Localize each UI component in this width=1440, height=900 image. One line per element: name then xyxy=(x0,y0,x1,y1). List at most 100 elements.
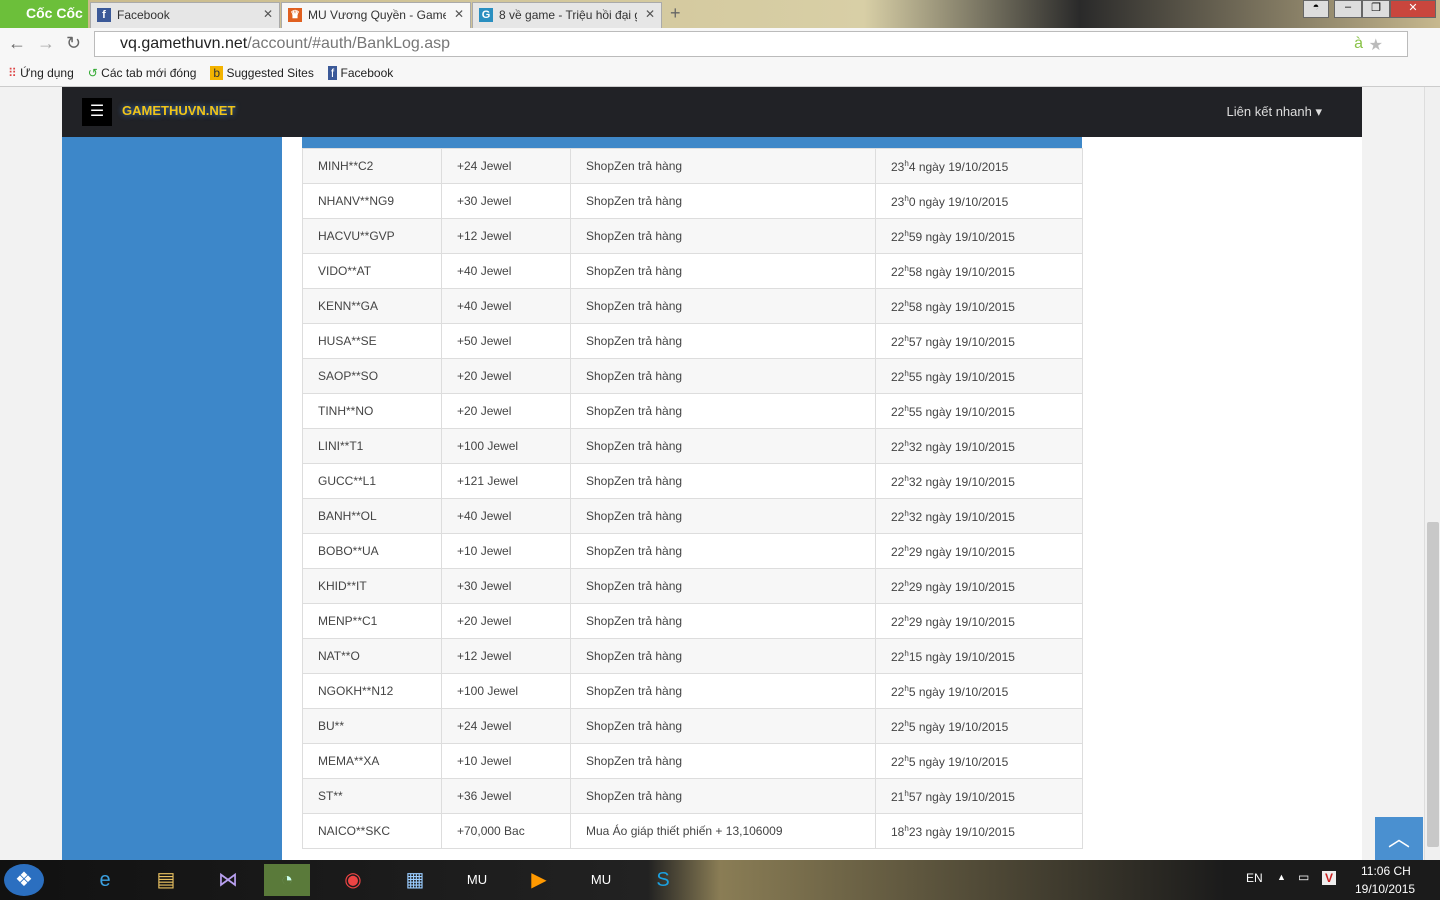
back-to-top-button[interactable]: ︿ xyxy=(1375,817,1423,860)
quick-links-label: Liên kết nhanh xyxy=(1226,104,1312,119)
network-icon[interactable]: ▭ xyxy=(1298,870,1310,884)
explorer-icon[interactable]: ▤ xyxy=(156,869,176,891)
new-tab-button[interactable]: + xyxy=(670,3,681,23)
crown-icon: ♛ xyxy=(288,8,302,22)
coccoc-taskbar-icon[interactable]: ◔ xyxy=(264,864,310,896)
username-cell: MINH**C2 xyxy=(302,148,442,184)
username-cell: BU** xyxy=(302,708,442,744)
calculator-icon[interactable]: ▦ xyxy=(405,869,425,891)
date-prefix: ngày xyxy=(915,194,949,209)
maximize-button[interactable]: ❐ xyxy=(1362,0,1390,18)
minute: 15 xyxy=(908,649,923,664)
amount-cell: +10 Jewel xyxy=(441,533,571,569)
vs-icon[interactable]: ⋈ xyxy=(218,869,238,891)
chrome-icon[interactable]: ◉ xyxy=(344,869,362,891)
tab-game[interactable]: G 8 về game - Triệu hồi đại g ✕ xyxy=(472,2,662,28)
date: 19/10/2015 xyxy=(954,614,1015,629)
language-indicator[interactable]: EN xyxy=(1246,871,1263,885)
bookmark-apps[interactable]: ⠿ Ứng dụng xyxy=(8,66,74,80)
table-row: MENP**C1 +20 Jewel ShopZen trả hàng 22h29 n… xyxy=(302,603,1083,639)
amount-cell: +40 Jewel xyxy=(441,253,571,289)
minute: 23 xyxy=(908,824,923,839)
date: 19/10/2015 xyxy=(948,684,1009,699)
minute: 29 xyxy=(908,614,923,629)
time-cell: 22h55 ngày 19/10/2015 xyxy=(875,358,1083,394)
hour: 22 xyxy=(891,229,905,244)
user-icon[interactable]: ◓ xyxy=(1303,0,1329,18)
date: 19/10/2015 xyxy=(954,439,1015,454)
minimize-button[interactable]: – xyxy=(1334,0,1362,18)
star-icon[interactable]: ★ xyxy=(1368,37,1383,54)
amount-cell: +30 Jewel xyxy=(441,568,571,604)
table-row: TINH**NO +20 Jewel ShopZen trả hàng 22h55 n… xyxy=(302,393,1083,429)
reload-icon[interactable]: ↻ xyxy=(66,33,82,53)
skype-icon[interactable]: S xyxy=(656,869,670,891)
amount-cell: +30 Jewel xyxy=(441,183,571,219)
minute: 29 xyxy=(908,579,923,594)
date: 19/10/2015 xyxy=(948,194,1009,209)
hour-suffix: h xyxy=(904,543,909,553)
hour-suffix: h xyxy=(904,753,909,763)
clock-date[interactable]: 19/10/2015 xyxy=(1355,882,1416,896)
bookmark-suggested[interactable]: b Suggested Sites xyxy=(210,66,314,80)
forward-icon[interactable]: → xyxy=(37,33,55,53)
minute: 32 xyxy=(908,439,923,454)
bookmark-facebook[interactable]: f Facebook xyxy=(327,66,393,80)
minute: 58 xyxy=(908,299,923,314)
browser-logo[interactable]: Cốc Cốc xyxy=(0,0,88,28)
mu-game-icon-2[interactable]: MU xyxy=(590,872,612,887)
amount-cell: +100 Jewel xyxy=(441,428,571,464)
date-prefix: ngày xyxy=(922,614,955,629)
hour: 22 xyxy=(891,719,905,734)
date: 19/10/2015 xyxy=(954,649,1015,664)
username-cell: NGOKH**N12 xyxy=(302,673,442,709)
tab-mu[interactable]: ♛ MU Vương Quyền - Game ✕ xyxy=(281,2,471,28)
tab-label: Facebook xyxy=(117,8,170,22)
site-logo[interactable]: GAMETHUVN.NET xyxy=(122,103,236,118)
ie-icon[interactable]: e xyxy=(99,869,111,891)
amount-cell: +20 Jewel xyxy=(441,603,571,639)
bookmark-label: Các tab mới đóng xyxy=(101,66,197,80)
time-cell: 22h58 ngày 19/10/2015 xyxy=(875,288,1083,324)
time-cell: 22h57 ngày 19/10/2015 xyxy=(875,323,1083,359)
date-prefix: ngày xyxy=(922,299,955,314)
bookmark-recent-tabs[interactable]: ↺ Các tab mới đóng xyxy=(88,66,197,80)
clock-time[interactable]: 11:06 CH xyxy=(1361,864,1411,878)
username-cell: GUCC**L1 xyxy=(302,463,442,499)
minute: 58 xyxy=(908,264,923,279)
mu-game-icon[interactable]: MU xyxy=(466,872,488,887)
hour: 23 xyxy=(891,194,905,209)
menu-icon[interactable]: ☰ xyxy=(82,98,112,126)
start-button[interactable]: ❖ xyxy=(4,864,44,896)
close-window-button[interactable]: ✕ xyxy=(1390,0,1436,18)
hour: 22 xyxy=(891,754,905,769)
date-prefix: ngày xyxy=(915,159,949,174)
coccoc-icon[interactable]: à xyxy=(1354,35,1363,52)
hour: 22 xyxy=(891,439,905,454)
table-row: NAICO**SKC +70,000 Bac Mua Áo giáp thiết p… xyxy=(302,813,1083,849)
back-icon[interactable]: ← xyxy=(8,33,26,53)
media-player-icon[interactable]: ▶ xyxy=(531,869,547,891)
url-input[interactable]: vq.gamethuvn.net/account/#auth/BankLog.a… xyxy=(94,31,1408,57)
minute: 0 xyxy=(908,194,916,209)
close-icon[interactable]: ✕ xyxy=(453,7,464,21)
antivirus-icon[interactable]: V xyxy=(1322,871,1337,885)
time-cell: 23h4 ngày 19/10/2015 xyxy=(875,148,1083,184)
close-icon[interactable]: ✕ xyxy=(262,7,273,21)
username-cell: VIDO**AT xyxy=(302,253,442,289)
tray-expand-icon[interactable]: ▲ xyxy=(1277,872,1286,882)
table-header xyxy=(302,137,1082,148)
table-row: BANH**OL +40 Jewel ShopZen trả hàng 22h32 n… xyxy=(302,498,1083,534)
time-cell: 21h57 ngày 19/10/2015 xyxy=(875,778,1083,814)
time-cell: 22h59 ngày 19/10/2015 xyxy=(875,218,1083,254)
quick-links-dropdown[interactable]: Liên kết nhanh ▾ xyxy=(1227,104,1322,120)
date-prefix: ngày xyxy=(922,509,955,524)
close-icon[interactable]: ✕ xyxy=(644,7,655,21)
url-host: vq.gamethuvn.net xyxy=(120,35,248,52)
minute: 59 xyxy=(908,229,923,244)
table-row: ST** +36 Jewel ShopZen trả hàng 21h57 ngày … xyxy=(302,778,1083,814)
amount-cell: +50 Jewel xyxy=(441,323,571,359)
tab-facebook[interactable]: f Facebook ✕ xyxy=(90,2,280,28)
scrollbar[interactable] xyxy=(1424,87,1440,860)
scrollbar-thumb[interactable] xyxy=(1427,522,1439,847)
